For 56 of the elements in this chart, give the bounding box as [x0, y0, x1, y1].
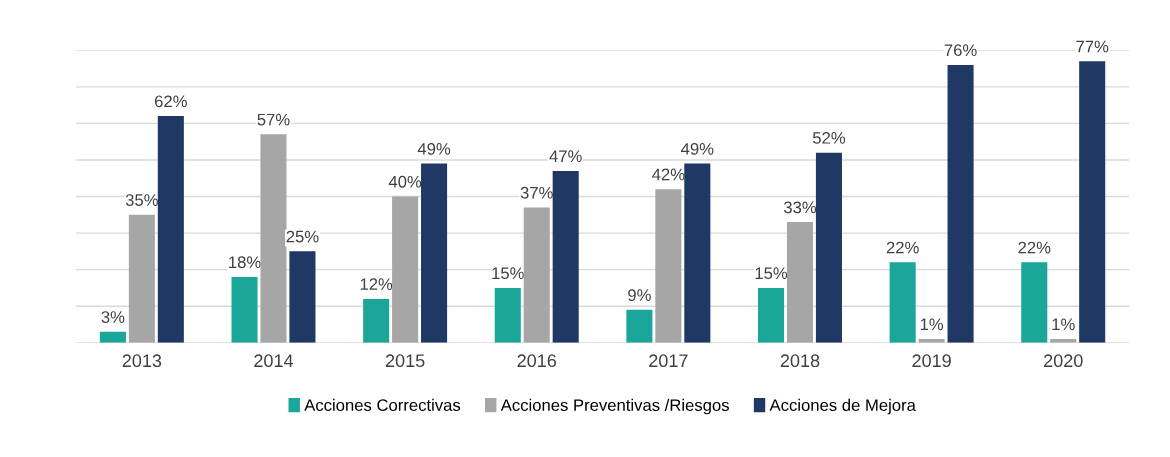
bar: [99, 331, 126, 343]
data-label: 1%: [920, 318, 944, 331]
bar: [815, 152, 842, 343]
bar: [684, 163, 711, 343]
bar: [1079, 61, 1106, 343]
data-label: 47%: [549, 150, 582, 162]
bar: [157, 116, 184, 343]
bar: [128, 214, 155, 343]
data-label: 12%: [360, 278, 393, 290]
bar: [947, 64, 974, 343]
data-label: 52%: [812, 131, 846, 144]
data-label: 18%: [229, 256, 261, 269]
data-label: 49%: [681, 142, 714, 155]
data-label: 62%: [154, 95, 187, 108]
bar: [231, 276, 258, 343]
data-label: 40%: [388, 175, 422, 188]
bar: [421, 163, 448, 343]
data-label: 77%: [1076, 40, 1109, 53]
legend-label: Acciones Correctivas: [304, 398, 461, 412]
data-label: 1%: [1052, 318, 1075, 331]
bar: [889, 262, 916, 343]
bar: [786, 222, 814, 343]
data-label: 76%: [944, 44, 977, 57]
x-tick-label: 2018: [780, 354, 820, 368]
x-tick-label: 2020: [1044, 354, 1083, 368]
x-tick-label: 2016: [517, 354, 557, 368]
data-label: 3%: [101, 311, 125, 323]
data-label: 25%: [286, 230, 319, 243]
data-label: 49%: [417, 142, 451, 155]
data-label: 22%: [886, 241, 919, 254]
x-tick-label: 2015: [385, 354, 425, 368]
bar: [626, 309, 653, 343]
bar: [552, 170, 579, 343]
data-label: 35%: [125, 194, 158, 206]
bar: [260, 134, 287, 343]
legend-label: Acciones Preventivas /Riesgos: [500, 398, 729, 415]
data-label: 22%: [1018, 241, 1051, 254]
bar: [494, 287, 521, 343]
bar: [363, 298, 390, 343]
legend-label: Acciones de Mejora: [769, 398, 916, 415]
data-label: 33%: [783, 201, 817, 214]
data-label: 9%: [628, 289, 651, 301]
bar: [523, 207, 550, 343]
x-tick-label: 2014: [254, 354, 294, 368]
data-label: 57%: [257, 113, 290, 126]
bar: [1021, 262, 1048, 343]
bar: [655, 189, 682, 343]
x-tick-label: 2013: [122, 354, 162, 368]
x-tick-label: 2017: [649, 354, 688, 368]
data-label: 15%: [492, 267, 524, 280]
x-tick-label: 2019: [912, 354, 951, 368]
data-label: 37%: [520, 186, 553, 199]
data-label: 15%: [755, 267, 788, 280]
bar: [392, 196, 419, 343]
bar: [758, 287, 785, 343]
bar: [289, 251, 316, 343]
